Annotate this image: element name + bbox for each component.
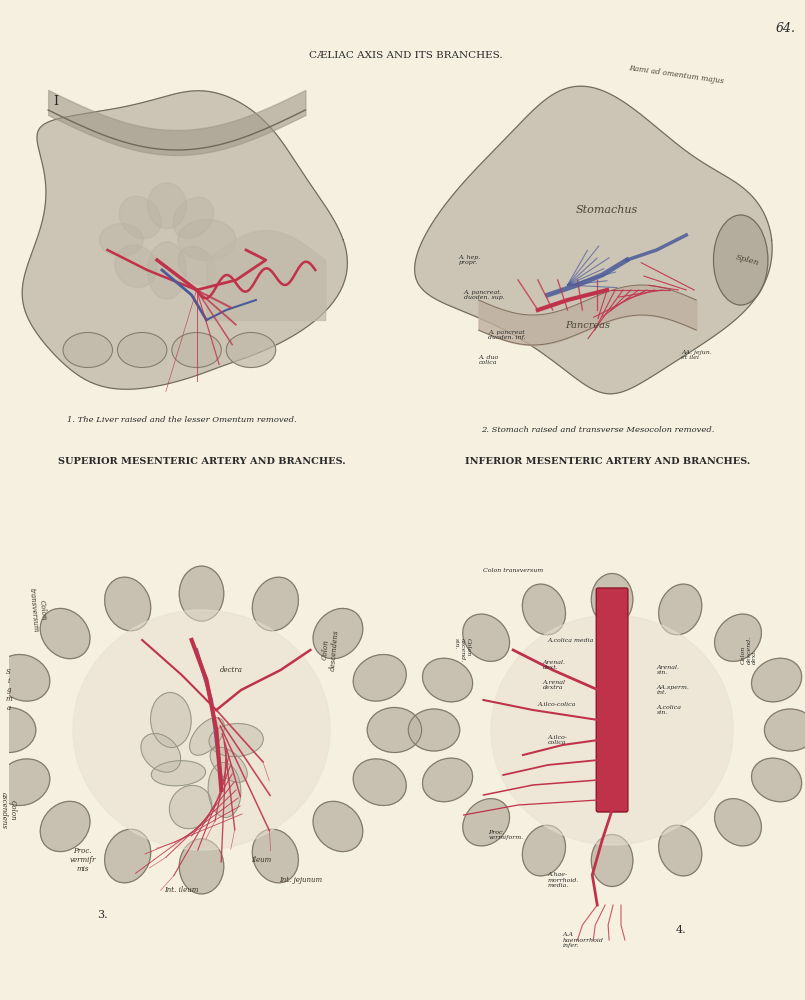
Ellipse shape xyxy=(313,608,363,659)
Polygon shape xyxy=(415,86,772,394)
Text: 64.: 64. xyxy=(775,21,795,34)
Text: 3.: 3. xyxy=(97,910,108,920)
Ellipse shape xyxy=(408,709,460,751)
Ellipse shape xyxy=(252,577,299,631)
Ellipse shape xyxy=(173,197,213,238)
Text: Arenal.
dext.: Arenal. dext. xyxy=(543,660,566,670)
Ellipse shape xyxy=(63,332,113,367)
Text: Arenal.
sin.: Arenal. sin. xyxy=(657,665,679,675)
Ellipse shape xyxy=(115,245,157,287)
Text: Colon
ascendens: Colon ascendens xyxy=(0,792,17,828)
Text: CÆLIAC AXIS AND ITS BRANCHES.: CÆLIAC AXIS AND ITS BRANCHES. xyxy=(309,50,503,60)
Ellipse shape xyxy=(252,829,299,883)
Text: Int. ileum: Int. ileum xyxy=(164,886,199,894)
Ellipse shape xyxy=(118,332,167,367)
Text: Colon
ascend.
sin.: Colon ascend. sin. xyxy=(454,638,470,662)
Ellipse shape xyxy=(491,615,733,845)
Ellipse shape xyxy=(367,708,422,752)
Text: Proc.
vermiform.: Proc. vermiform. xyxy=(489,830,523,840)
Text: dectra: dectra xyxy=(220,666,242,674)
Text: Splen: Splen xyxy=(735,253,760,267)
Ellipse shape xyxy=(180,566,224,621)
Ellipse shape xyxy=(463,799,510,846)
Text: 1. The Liver raised and the lesser Omentum removed.: 1. The Liver raised and the lesser Oment… xyxy=(67,416,296,424)
Ellipse shape xyxy=(353,655,407,701)
Ellipse shape xyxy=(0,708,35,752)
Text: A. pancreat
duoden. inf.: A. pancreat duoden. inf. xyxy=(489,330,526,340)
Text: Colon transversum: Colon transversum xyxy=(484,568,543,572)
Text: 2. Stomach raised and transverse Mesocolon removed.: 2. Stomach raised and transverse Mesocol… xyxy=(481,426,714,434)
Text: A.A
haemorrhoid
infer.: A.A haemorrhoid infer. xyxy=(563,932,604,948)
Text: Proc.
vermifr
mis: Proc. vermifr mis xyxy=(69,847,96,873)
Ellipse shape xyxy=(313,801,363,852)
Text: AA.sperm.
int.: AA.sperm. int. xyxy=(657,685,689,695)
Ellipse shape xyxy=(353,759,407,805)
Ellipse shape xyxy=(119,196,161,239)
Ellipse shape xyxy=(463,614,510,661)
Ellipse shape xyxy=(178,220,236,260)
Ellipse shape xyxy=(592,574,633,626)
Ellipse shape xyxy=(592,834,633,886)
Text: A.ilco-colica: A.ilco-colica xyxy=(538,702,576,708)
Ellipse shape xyxy=(715,799,762,846)
Text: Stomachus: Stomachus xyxy=(576,205,638,215)
Text: S
i
g
m
a: S i g m a xyxy=(6,668,12,712)
Ellipse shape xyxy=(105,829,151,883)
Ellipse shape xyxy=(171,332,221,367)
Ellipse shape xyxy=(752,658,802,702)
Ellipse shape xyxy=(40,608,90,659)
Ellipse shape xyxy=(715,614,762,661)
Ellipse shape xyxy=(73,610,330,850)
Ellipse shape xyxy=(423,658,473,702)
Text: I: I xyxy=(53,95,58,108)
Ellipse shape xyxy=(713,215,768,305)
Ellipse shape xyxy=(522,825,565,876)
Text: Colon
transversum: Colon transversum xyxy=(27,587,49,633)
Text: Pancreas: Pancreas xyxy=(565,320,610,330)
Text: A. pancreat.
duoden. sup.: A. pancreat. duoden. sup. xyxy=(464,290,505,300)
Text: SUPERIOR MESENTERIC ARTERY AND BRANCHES.: SUPERIOR MESENTERIC ARTERY AND BRANCHES. xyxy=(58,458,345,466)
Text: A.hae-
morrhoid.
media.: A.hae- morrhoid. media. xyxy=(547,872,579,888)
Text: A.colica media: A.colica media xyxy=(547,638,594,643)
Text: 4.: 4. xyxy=(676,925,687,935)
Text: A.ilco-
colica: A.ilco- colica xyxy=(547,735,568,745)
Ellipse shape xyxy=(151,761,205,786)
Ellipse shape xyxy=(190,718,225,755)
Ellipse shape xyxy=(0,759,50,805)
Ellipse shape xyxy=(522,584,565,635)
Ellipse shape xyxy=(151,693,192,747)
Text: Colon
descend.
dext.: Colon descend. dext. xyxy=(741,636,758,664)
FancyBboxPatch shape xyxy=(597,588,628,812)
Ellipse shape xyxy=(178,246,216,285)
Text: Rami ad omentum majus: Rami ad omentum majus xyxy=(628,64,724,86)
Ellipse shape xyxy=(141,733,180,772)
Ellipse shape xyxy=(765,709,805,751)
Ellipse shape xyxy=(40,801,90,852)
Ellipse shape xyxy=(147,242,186,299)
Polygon shape xyxy=(23,91,348,389)
Ellipse shape xyxy=(423,758,473,802)
Text: Colon
descendens: Colon descendens xyxy=(320,629,341,671)
Text: Ileum: Ileum xyxy=(250,856,271,864)
Text: Int. jejunum: Int. jejunum xyxy=(279,876,322,884)
Ellipse shape xyxy=(752,758,802,802)
Ellipse shape xyxy=(208,763,241,817)
Text: A.renal
dextra: A.renal dextra xyxy=(543,680,566,690)
Ellipse shape xyxy=(209,724,263,757)
Ellipse shape xyxy=(100,224,143,256)
Ellipse shape xyxy=(210,747,247,782)
Text: INFERIOR MESENTERIC ARTERY AND BRANCHES.: INFERIOR MESENTERIC ARTERY AND BRANCHES. xyxy=(464,458,749,466)
Ellipse shape xyxy=(105,577,151,631)
Ellipse shape xyxy=(0,655,50,701)
Ellipse shape xyxy=(658,584,702,635)
Ellipse shape xyxy=(658,825,702,876)
Ellipse shape xyxy=(226,332,276,367)
Text: A. hep.
propr.: A. hep. propr. xyxy=(459,255,481,265)
Ellipse shape xyxy=(180,839,224,894)
Ellipse shape xyxy=(147,183,186,229)
Text: A. duo
colica: A. duo colica xyxy=(478,355,499,365)
Text: AA. jejun.
et ilei: AA. jejun. et ilei xyxy=(681,350,712,360)
Ellipse shape xyxy=(169,785,212,829)
Text: A.colica
sin.: A.colica sin. xyxy=(657,705,682,715)
